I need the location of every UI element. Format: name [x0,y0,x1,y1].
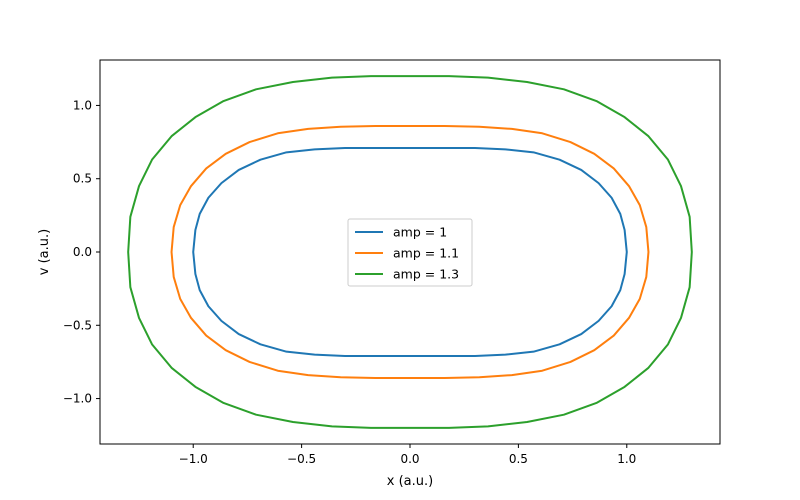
legend: amp = 1 amp = 1.1 amp = 1.3 [347,218,473,287]
y-tick-label: 0.0 [73,245,92,259]
y-tick-label: −0.5 [63,318,92,332]
x-tick-label: 1.0 [617,452,636,466]
x-tick-label: 0.0 [400,452,419,466]
y-axis-ticks: −1.0 −0.5 0.0 0.5 1.0 [63,98,100,406]
legend-label-2: amp = 1.1 [393,246,459,261]
legend-label-3: amp = 1.3 [393,267,459,282]
series-layer [127,75,693,429]
y-tick-label: 0.5 [73,172,92,186]
x-tick-label: −0.5 [287,452,316,466]
y-axis-label: v (a.u.) [37,229,52,275]
x-tick-label: −1.0 [179,452,208,466]
x-axis-label: x (a.u.) [387,474,433,489]
series-line-1 [192,146,628,358]
series-line-2 [170,124,650,380]
x-tick-label: 0.5 [509,452,528,466]
y-tick-label: 1.0 [73,98,92,112]
legend-label-1: amp = 1 [393,225,447,240]
series-line-3 [127,75,693,429]
y-tick-label: −1.0 [63,392,92,406]
x-axis-ticks: −1.0 −0.5 0.0 0.5 1.0 [179,444,636,466]
legend-items: amp = 1 amp = 1.1 amp = 1.3 [355,225,459,282]
legend-box [347,218,473,287]
